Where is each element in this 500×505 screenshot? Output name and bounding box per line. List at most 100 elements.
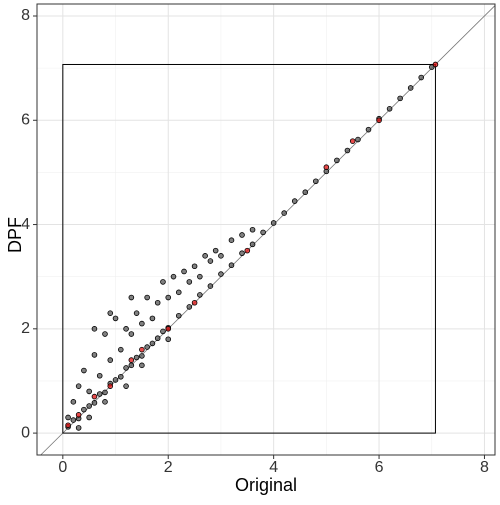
point bbox=[81, 406, 87, 413]
point bbox=[102, 399, 108, 405]
point bbox=[270, 220, 277, 226]
point bbox=[334, 157, 340, 164]
point bbox=[65, 422, 71, 429]
point bbox=[344, 147, 351, 154]
point bbox=[96, 391, 103, 397]
point bbox=[102, 331, 108, 337]
point bbox=[112, 377, 119, 383]
point bbox=[86, 414, 92, 421]
y-tick-label: 6 bbox=[21, 111, 30, 128]
point bbox=[91, 352, 98, 358]
point bbox=[349, 138, 356, 144]
point bbox=[165, 326, 172, 332]
point bbox=[165, 336, 172, 343]
point bbox=[302, 189, 309, 196]
point bbox=[323, 164, 330, 170]
point bbox=[191, 299, 198, 306]
x-tick-label: 6 bbox=[375, 459, 384, 476]
point bbox=[75, 425, 82, 431]
point bbox=[397, 95, 403, 102]
point bbox=[128, 331, 135, 337]
point bbox=[91, 326, 98, 332]
point bbox=[212, 247, 219, 254]
point bbox=[139, 362, 145, 369]
point bbox=[133, 310, 140, 316]
point bbox=[207, 258, 214, 264]
point bbox=[428, 64, 435, 70]
point bbox=[91, 400, 98, 406]
point bbox=[244, 247, 251, 254]
point bbox=[249, 241, 256, 248]
point bbox=[139, 320, 145, 327]
point bbox=[144, 344, 150, 350]
point bbox=[186, 304, 193, 310]
point bbox=[86, 403, 92, 409]
point bbox=[207, 283, 214, 289]
point bbox=[133, 354, 140, 361]
point bbox=[107, 383, 114, 389]
point bbox=[123, 365, 129, 371]
point bbox=[96, 372, 103, 379]
point bbox=[355, 136, 361, 143]
point bbox=[170, 273, 177, 280]
point bbox=[81, 367, 87, 374]
point bbox=[70, 399, 77, 405]
point bbox=[175, 289, 182, 296]
point bbox=[102, 389, 108, 396]
point bbox=[218, 271, 224, 277]
point bbox=[128, 362, 135, 369]
point bbox=[154, 299, 161, 306]
point bbox=[260, 229, 266, 236]
point bbox=[181, 268, 187, 275]
point bbox=[144, 294, 150, 301]
point bbox=[432, 61, 439, 68]
point bbox=[139, 353, 145, 359]
point bbox=[70, 417, 77, 423]
point bbox=[91, 393, 98, 400]
point bbox=[107, 357, 114, 363]
x-tick-label: 0 bbox=[58, 459, 67, 476]
point bbox=[160, 279, 166, 285]
x-tick-label: 4 bbox=[269, 459, 278, 476]
y-tick-label: 0 bbox=[21, 424, 30, 441]
x-tick-label: 8 bbox=[480, 459, 489, 476]
y-tick-label: 4 bbox=[21, 216, 30, 233]
point bbox=[75, 383, 82, 389]
point bbox=[239, 232, 245, 238]
y-tick-label: 8 bbox=[21, 7, 30, 24]
y-tick-label: 2 bbox=[21, 320, 30, 337]
bounding-box bbox=[62, 63, 436, 434]
point bbox=[149, 315, 156, 322]
point bbox=[154, 335, 161, 342]
point bbox=[228, 262, 235, 269]
point bbox=[112, 315, 119, 322]
panel-border bbox=[36, 3, 496, 456]
point bbox=[313, 178, 319, 185]
point bbox=[228, 237, 235, 243]
x-axis-title: Original bbox=[235, 475, 297, 495]
point bbox=[139, 346, 145, 353]
x-tick-label: 2 bbox=[164, 459, 173, 476]
point bbox=[160, 328, 166, 335]
point bbox=[197, 273, 203, 280]
y-axis-title: DPF bbox=[5, 217, 25, 253]
point bbox=[218, 253, 224, 259]
point bbox=[365, 126, 372, 133]
point bbox=[407, 85, 414, 91]
point bbox=[75, 412, 82, 418]
point bbox=[175, 312, 182, 319]
point bbox=[386, 105, 393, 112]
point bbox=[86, 388, 92, 395]
point bbox=[149, 340, 156, 347]
point bbox=[239, 250, 245, 257]
point bbox=[128, 294, 135, 301]
point bbox=[191, 263, 198, 270]
point bbox=[117, 373, 124, 380]
point bbox=[186, 279, 193, 285]
point bbox=[376, 117, 382, 124]
point bbox=[197, 292, 203, 298]
point bbox=[107, 310, 114, 316]
point bbox=[418, 74, 425, 81]
point bbox=[202, 253, 208, 259]
